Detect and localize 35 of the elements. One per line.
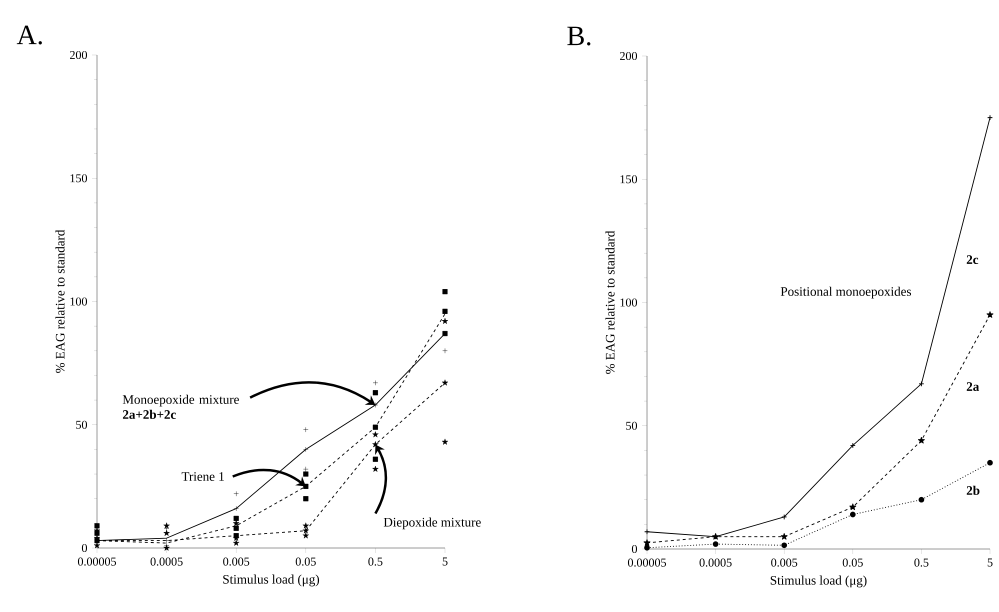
y-axis-title: % EAG relative to standard <box>55 230 65 373</box>
chart-title: B. <box>567 26 590 46</box>
series-label: 2b <box>966 486 980 495</box>
y-tick-label: 100 <box>620 298 638 307</box>
y-tick-label: 0 <box>82 544 88 552</box>
annotation: Monoepoxide mixture 2a+2b+2c <box>122 394 239 419</box>
y-tick-label: 50 <box>76 420 88 429</box>
x-tick-label: 0.5 <box>368 558 382 566</box>
y-axis-title: % EAG relative to standard <box>605 230 615 374</box>
chart-title: A. <box>16 26 42 44</box>
annotation: Positional monoepoxides <box>780 286 912 299</box>
series-label: 2c <box>966 255 978 264</box>
x-tick-label: 0.05 <box>296 558 316 566</box>
y-tick-label: 100 <box>70 297 88 306</box>
series-label: 2a <box>966 382 980 391</box>
y-tick-label: 50 <box>626 422 638 430</box>
x-tick-label: 0.0005 <box>150 558 183 566</box>
x-tick-label: 0.5 <box>914 558 928 567</box>
y-tick-label: 0 <box>632 544 638 554</box>
annotation: Diepoxide mixture <box>384 517 481 530</box>
x-axis-title: Stimulus load (μg) <box>223 574 320 586</box>
x-tick-label: 0.005 <box>223 558 250 566</box>
x-tick-label: 0.005 <box>771 558 798 567</box>
y-tick-label: 150 <box>70 174 88 182</box>
annotation: Triene 1 <box>182 472 224 481</box>
x-tick-label: 0.00005 <box>628 558 666 567</box>
y-tick-label: 150 <box>620 175 638 184</box>
x-tick-label: 5 <box>988 558 993 567</box>
x-tick-label: 0.05 <box>842 558 863 567</box>
x-axis-title: Stimulus load (μg) <box>770 576 867 588</box>
x-tick-label: 0.00005 <box>78 558 116 566</box>
y-tick-label: 200 <box>620 52 638 60</box>
x-tick-label: 5 <box>442 558 448 566</box>
x-tick-label: 0.0005 <box>700 558 732 567</box>
y-tick-label: 200 <box>70 50 88 60</box>
